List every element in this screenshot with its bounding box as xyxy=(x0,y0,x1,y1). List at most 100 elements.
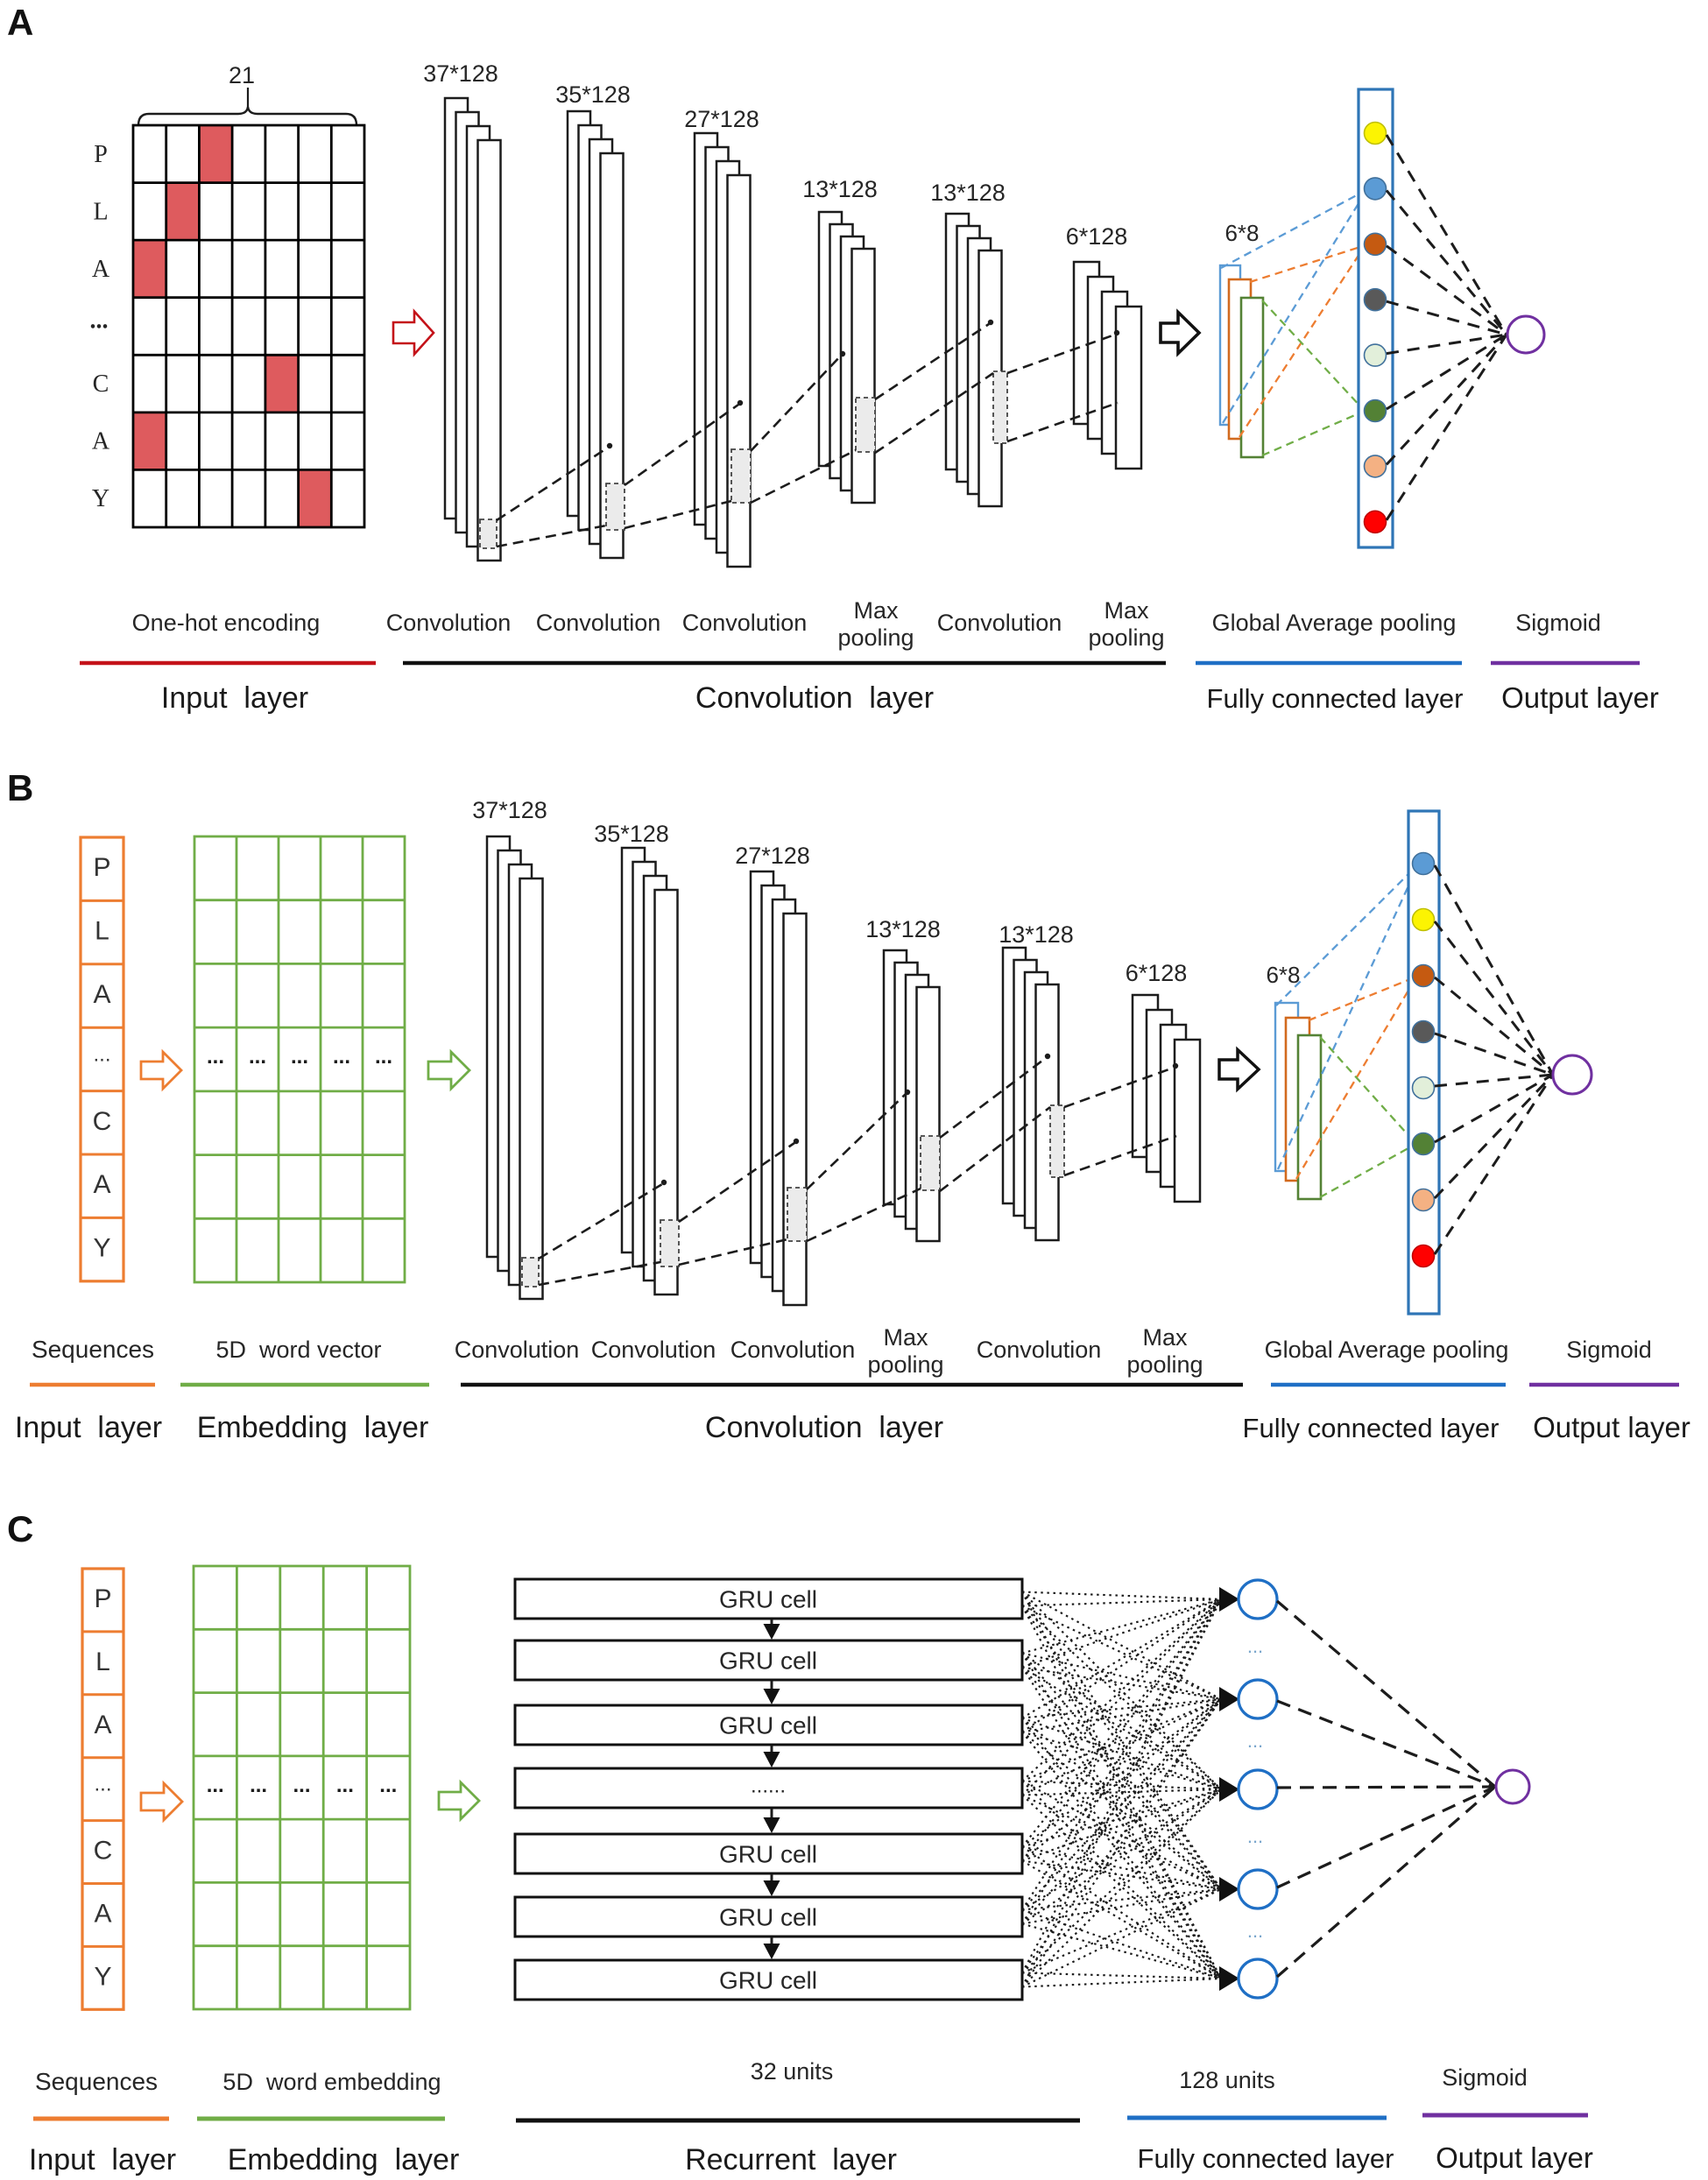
svg-text:Convolution: Convolution xyxy=(455,1337,580,1363)
svg-text:6*128: 6*128 xyxy=(1066,223,1128,250)
svg-text:Global Average pooling: Global Average pooling xyxy=(1212,610,1457,636)
svg-text:GRU cell: GRU cell xyxy=(719,1712,817,1739)
svg-text:...: ... xyxy=(1247,1825,1263,1847)
svg-text:Convolution: Convolution xyxy=(730,1337,856,1363)
svg-text:pooling: pooling xyxy=(837,624,914,651)
svg-text:L: L xyxy=(93,198,108,225)
svg-text:...: ... xyxy=(1247,1635,1263,1657)
svg-text:L: L xyxy=(95,917,109,946)
svg-text:...: ... xyxy=(249,1045,266,1069)
svg-text:GRU cell: GRU cell xyxy=(719,1586,817,1613)
svg-text:...: ... xyxy=(333,1045,350,1069)
svg-text:A: A xyxy=(94,1711,111,1739)
svg-text:Input layer: Input layer xyxy=(15,1411,162,1444)
svg-text:Sequences: Sequences xyxy=(32,1336,154,1363)
svg-text:128 units: 128 units xyxy=(1179,2067,1275,2093)
svg-text:27*128: 27*128 xyxy=(735,843,810,869)
svg-text:13*128: 13*128 xyxy=(802,176,878,202)
svg-text:Y: Y xyxy=(93,1234,110,1263)
svg-text:...: ... xyxy=(293,1774,310,1797)
svg-text:pooling: pooling xyxy=(867,1351,943,1378)
svg-text:Embedding layer: Embedding layer xyxy=(228,2143,460,2176)
svg-text:...: ... xyxy=(336,1774,354,1797)
svg-text:A: A xyxy=(92,428,110,455)
svg-text:13*128: 13*128 xyxy=(930,180,1006,206)
svg-text:Max: Max xyxy=(1142,1324,1188,1351)
svg-text:Fully connected layer: Fully connected layer xyxy=(1243,1413,1500,1443)
svg-text:Output layer: Output layer xyxy=(1501,681,1659,714)
svg-text:Fully connected layer: Fully connected layer xyxy=(1138,2143,1394,2174)
svg-text:A: A xyxy=(94,1899,111,1928)
svg-text:Global Average pooling: Global Average pooling xyxy=(1265,1337,1509,1363)
svg-text:Convolution: Convolution xyxy=(536,610,661,636)
svg-text:...: ... xyxy=(1247,1730,1263,1752)
svg-text:B: B xyxy=(7,767,33,808)
svg-text:Sigmoid: Sigmoid xyxy=(1566,1337,1652,1363)
svg-text:Sequences: Sequences xyxy=(35,2068,158,2095)
svg-text:37*128: 37*128 xyxy=(472,797,547,823)
svg-text:5D word vector: 5D word vector xyxy=(215,1337,381,1363)
svg-text:...: ... xyxy=(379,1774,397,1797)
svg-text:A: A xyxy=(93,980,110,1009)
svg-text:...: ... xyxy=(93,1042,110,1066)
svg-text:GRU cell: GRU cell xyxy=(719,1647,817,1675)
svg-text:GRU cell: GRU cell xyxy=(719,1967,817,1994)
svg-text:Input layer: Input layer xyxy=(161,681,308,715)
svg-text:Fully connected layer: Fully connected layer xyxy=(1207,683,1464,714)
svg-text:21: 21 xyxy=(229,62,255,88)
svg-text:...: ... xyxy=(375,1045,392,1069)
svg-text:One-hot encoding: One-hot encoding xyxy=(132,610,321,636)
svg-text:Max: Max xyxy=(883,1324,928,1351)
svg-text:Output layer: Output layer xyxy=(1533,1411,1690,1443)
svg-text:GRU cell: GRU cell xyxy=(719,1841,817,1868)
svg-text:Output layer: Output layer xyxy=(1436,2141,1593,2174)
svg-text:pooling: pooling xyxy=(1126,1351,1203,1378)
svg-text:GRU cell: GRU cell xyxy=(719,1904,817,1931)
svg-text:5D word embedding: 5D word embedding xyxy=(222,2069,441,2095)
svg-text:...: ... xyxy=(207,1774,224,1797)
svg-text:6*8: 6*8 xyxy=(1266,962,1300,988)
svg-text:Convolution: Convolution xyxy=(977,1337,1102,1363)
svg-text:Convolution: Convolution xyxy=(937,610,1062,636)
svg-text:Max: Max xyxy=(853,597,899,624)
svg-text:Recurrent layer: Recurrent layer xyxy=(685,2143,897,2176)
svg-text:27*128: 27*128 xyxy=(684,106,759,132)
svg-text:37*128: 37*128 xyxy=(423,60,498,87)
svg-text:6*128: 6*128 xyxy=(1126,960,1188,986)
svg-text:Sigmoid: Sigmoid xyxy=(1442,2064,1528,2091)
svg-text:L: L xyxy=(95,1647,110,1676)
svg-text:A: A xyxy=(93,1170,110,1199)
svg-text:......: ...... xyxy=(751,1774,786,1798)
svg-text:32 units: 32 units xyxy=(751,2058,834,2085)
svg-text:C: C xyxy=(93,1107,112,1136)
svg-text:6*8: 6*8 xyxy=(1225,220,1259,246)
svg-text:...: ... xyxy=(1247,1920,1263,1942)
svg-text:pooling: pooling xyxy=(1088,624,1164,651)
svg-text:A: A xyxy=(92,256,110,283)
svg-text:Max: Max xyxy=(1104,597,1149,624)
svg-text:35*128: 35*128 xyxy=(594,821,669,847)
svg-text:...: ... xyxy=(207,1045,224,1069)
svg-text:Input layer: Input layer xyxy=(29,2143,176,2176)
svg-text:Convolution layer: Convolution layer xyxy=(705,1411,943,1444)
svg-text:Convolution: Convolution xyxy=(682,610,808,636)
svg-text:Y: Y xyxy=(94,1962,111,1991)
svg-text:P: P xyxy=(93,853,110,882)
svg-text:...: ... xyxy=(250,1774,267,1797)
svg-text:C: C xyxy=(7,1508,33,1549)
svg-text:P: P xyxy=(94,141,108,168)
svg-text:35*128: 35*128 xyxy=(555,81,631,108)
svg-text:Embedding layer: Embedding layer xyxy=(197,1411,429,1444)
svg-text:Sigmoid: Sigmoid xyxy=(1515,610,1601,636)
svg-text:Convolution layer: Convolution layer xyxy=(695,681,934,715)
svg-text:Convolution: Convolution xyxy=(591,1337,716,1363)
svg-text:Y: Y xyxy=(92,485,109,512)
svg-text:13*128: 13*128 xyxy=(865,916,941,942)
svg-text:P: P xyxy=(94,1584,111,1613)
svg-text:A: A xyxy=(7,2,33,43)
svg-text:13*128: 13*128 xyxy=(999,921,1074,948)
svg-text:...: ... xyxy=(90,307,109,335)
svg-text:...: ... xyxy=(94,1773,111,1796)
svg-text:...: ... xyxy=(291,1045,308,1069)
svg-text:C: C xyxy=(94,1837,113,1866)
